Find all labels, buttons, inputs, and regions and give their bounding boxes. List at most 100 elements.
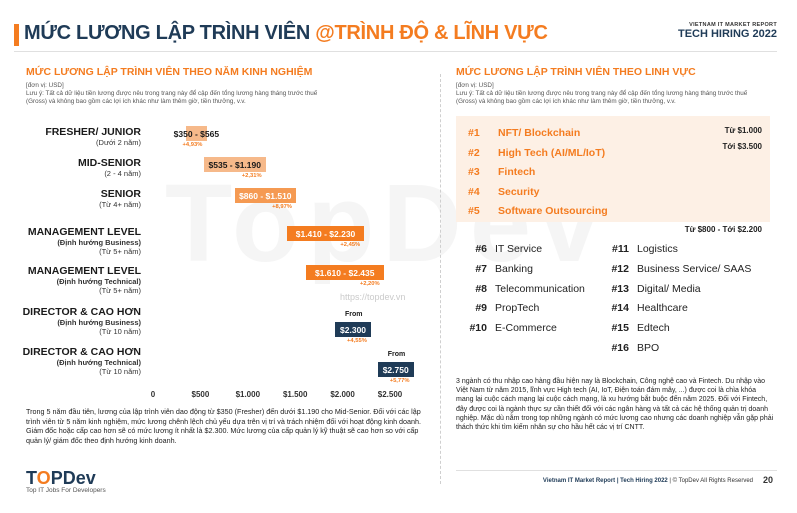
row-label-main: DIRECTOR & CAO HƠN — [22, 346, 141, 358]
row-label: MID-SENIOR (2 - 4 năm) — [78, 157, 141, 178]
row-label: SENIOR (Từ 4+ năm) — [99, 188, 141, 209]
industry-rank: #8 — [475, 282, 487, 295]
row-label-main: DIRECTOR & CAO HƠN — [22, 306, 141, 318]
industry-rank: #16 — [611, 342, 629, 354]
report-tag-small: VIETNAM IT MARKET REPORT — [689, 22, 777, 28]
left-paragraph: Trong 5 năm đầu tiên, lương của lập trìn… — [26, 407, 422, 445]
footer-report: Vietnam IT Market Report | Tech Hiring 2… — [542, 478, 668, 484]
row-label: MANAGEMENT LEVEL (Định hướng Business) (Từ… — [28, 226, 141, 256]
row-label: DIRECTOR & CAO HƠN (Định hướng Technical)… — [23, 346, 141, 376]
industry-item: #14 Healthcare — [601, 302, 688, 315]
salary-bar: $350 - $565 — [174, 126, 219, 141]
growth-label: +5,77% — [389, 378, 410, 384]
row-label-sub: (Từ 10 năm) — [99, 327, 141, 336]
right-note-text: Lưu ý: Tất cả dữ liệu tiền lương được nê… — [456, 90, 748, 105]
report-tag: VIETNAM IT MARKET REPORT TECH HIRING 202… — [678, 22, 777, 40]
right-unit-text: [đơn vị: USD] — [456, 82, 494, 89]
salary-bar: $1.610 - $2.435 — [305, 265, 384, 280]
industry-item: #16 BPO — [601, 342, 659, 354]
footer-text: Vietnam IT Market Report | Tech Hiring 2… — [543, 478, 753, 484]
salary-bar: $2.750 — [377, 362, 414, 377]
industry-rank: #15 — [611, 322, 629, 335]
industry-name: E-Commerce — [495, 322, 557, 335]
salary-experience-chart: FRESHER/ JUNIOR (Dưới 2 năm) $350 - $565 +4… — [0, 0, 440, 400]
from-label: From — [345, 311, 363, 318]
right-unit: [đơn vị: USD] Lưu ý: Tất cả dữ liệu tiền… — [456, 82, 766, 106]
row-label-sub: (Dưới 2 năm) — [96, 138, 141, 147]
row-label-main: SENIOR — [100, 188, 141, 200]
row-label-sub: (Từ 4+ năm) — [99, 200, 141, 209]
industry-item: #11 Logistics — [601, 243, 678, 255]
page-title: MỨC LƯƠNG LẬP TRÌNH VIÊN @TRÌNH ĐỘ & LĨN… — [24, 22, 548, 45]
top-industry-item: #5 Software Outsourcing — [468, 205, 608, 217]
left-section-title: MỨC LƯƠNG LẬP TRÌNH VIÊN THEO NĂM KINH N… — [26, 66, 313, 78]
industry-item: #9 PropTech — [459, 302, 539, 314]
industry-name: BPO — [637, 342, 660, 354]
growth-label: +4,55% — [347, 338, 367, 344]
logo-tagline: Top IT Jobs For Developers — [26, 487, 106, 494]
x-axis-tick: $500 — [191, 390, 210, 399]
top-range-to: Tới $3.500 — [722, 142, 763, 151]
growth-label: +4,93% — [182, 142, 203, 148]
industry-name: Security — [498, 185, 540, 198]
industry-name: Logistics — [637, 243, 678, 255]
top-industry-item: #4 Security — [468, 186, 539, 198]
industry-name: High Tech (AI/ML/IoT) — [498, 146, 606, 159]
industry-rank: #2 — [468, 146, 480, 159]
right-section-title: MỨC LƯƠNG LẬP TRÌNH VIÊN THEO LINH VỰC — [456, 66, 696, 78]
industry-rank: #1 — [468, 127, 480, 139]
industry-rank: #12 — [611, 262, 629, 275]
rest-range: Từ $800 - Tới $2.200 — [684, 225, 762, 234]
x-axis-tick: $1.500 — [282, 390, 308, 399]
industry-name: NFT/ Blockchain — [498, 127, 581, 139]
top-industries-box — [456, 116, 770, 222]
footer-divider — [456, 470, 777, 471]
x-axis-tick: $2.000 — [330, 390, 355, 399]
top-range-from: Từ $1.000 — [724, 126, 762, 135]
industry-rank: #7 — [475, 262, 487, 275]
salary-bar: $535 - $1.190 — [203, 157, 266, 172]
row-label-sub: (Định hướng Business) — [57, 238, 141, 247]
page-title-accent: @TRÌNH ĐỘ & LĨNH VỰC — [315, 22, 548, 44]
industry-name: Healthcare — [637, 302, 688, 315]
row-label-sub: (Định hướng Technical) — [56, 358, 141, 367]
industry-name: IT Service — [495, 243, 543, 255]
industry-name: Edtech — [637, 322, 670, 335]
row-label-main: MID-SENIOR — [78, 157, 141, 169]
industry-rank: #13 — [611, 282, 629, 295]
top-industry-item: #1 NFT/ Blockchain — [468, 127, 580, 139]
industry-rank: #6 — [475, 243, 487, 255]
row-label-sub: (Định hướng Technical) — [56, 277, 141, 286]
top-industry-item: #2 High Tech (AI/ML/IoT) — [468, 147, 605, 159]
section-divider — [440, 74, 441, 484]
left-unit: [đơn vị: USD] Lưu ý: Tất cả dữ liệu tiền… — [26, 82, 336, 106]
footer-copyright: | © TopDev All Rights Reserved — [667, 478, 753, 484]
logo-letter-o: O — [36, 468, 51, 488]
x-axis-tick: $1.000 — [235, 390, 261, 399]
right-paragraph: 3 ngành có thu nhập cao hàng đầu hiện na… — [456, 378, 774, 432]
x-axis-tick: $2.500 — [377, 390, 403, 399]
industry-item: #7 Banking — [459, 263, 533, 275]
industry-name: PropTech — [495, 302, 540, 315]
title-accent-bar — [14, 24, 19, 46]
industry-name: Fintech — [498, 166, 536, 178]
industry-item: #6 IT Service — [459, 243, 542, 255]
industry-name: Banking — [495, 262, 533, 275]
industry-rank: #10 — [469, 322, 487, 335]
industry-rank: #5 — [468, 205, 480, 217]
industry-item: #15 Edtech — [601, 322, 670, 335]
top-industry-item: #3 Fintech — [468, 166, 535, 178]
industry-rank: #11 — [612, 243, 629, 255]
watermark-url: https://topdev.vn — [340, 292, 406, 302]
row-label: DIRECTOR & CAO HƠN (Định hướng Business)(… — [23, 306, 141, 336]
industry-item: #12 Business Service/ SAAS — [601, 263, 751, 275]
left-note-text: Lưu ý: Tất cả dữ liệu tiền lương được nê… — [26, 90, 318, 105]
page-title-main: MỨC LƯƠNG LẬP TRÌNH VIÊN — [24, 22, 316, 44]
salary-bar: $2.300 — [335, 322, 372, 337]
industry-item: #8 Telecommunication — [459, 283, 585, 295]
header-divider — [14, 51, 777, 52]
row-label-main: FRESHER/ JUNIOR — [45, 126, 141, 138]
topdev-logo: TOPDev — [26, 468, 96, 489]
growth-label: +2,45% — [340, 242, 361, 248]
